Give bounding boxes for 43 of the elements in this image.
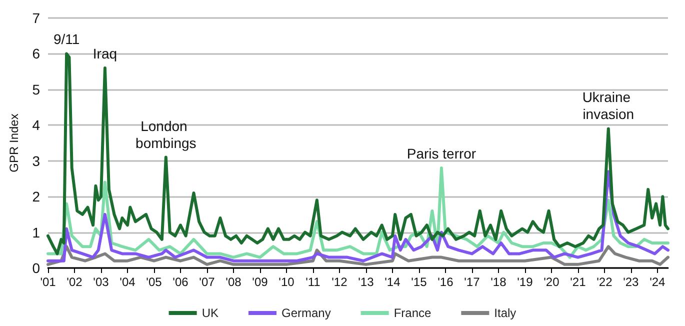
x-tick-label: '08: [226, 275, 242, 289]
x-tick-label: '21: [570, 275, 586, 289]
x-tick-label: '12: [332, 275, 348, 289]
annotation: Ukraine invasion: [582, 89, 634, 122]
x-tick-label: '15: [411, 275, 428, 289]
y-tick-label: 6: [32, 46, 40, 62]
y-tick-label: 4: [32, 117, 40, 134]
annotation: London bombings: [136, 118, 196, 151]
x-tick-label: '19: [517, 275, 534, 289]
x-tick-label: '04: [120, 275, 136, 289]
x-tick-label: '09: [252, 275, 268, 289]
x-tick-label: '02: [66, 275, 83, 289]
x-tick-label: '10: [278, 275, 295, 289]
x-tick-label: '22: [596, 275, 613, 289]
line-series: [46, 245, 670, 266]
x-tick-label: '24: [650, 275, 666, 289]
x-tick-label: '13: [358, 275, 374, 289]
x-tick-label: '14: [384, 275, 401, 289]
y-tick-label: 5: [32, 81, 40, 98]
x-tick-label: '23: [623, 275, 640, 289]
annotation: Iraq: [92, 46, 118, 62]
legend-label: France: [394, 306, 432, 320]
annotation: Paris terror: [406, 146, 476, 162]
x-tick-label: '03: [93, 275, 110, 289]
x-tick-label: '05: [146, 275, 162, 289]
y-tick-label: 2: [32, 188, 40, 205]
x-tick-label: '07: [199, 275, 216, 289]
x-tick-label: '11: [306, 275, 321, 289]
y-tick-label: 7: [32, 10, 40, 26]
x-tick-label: '18: [490, 275, 507, 289]
y-tick-label: 0: [32, 260, 40, 276]
y-tick-label: 3: [32, 152, 40, 169]
y-tick-label: 1: [32, 224, 40, 240]
x-tick-label: '16: [438, 275, 454, 289]
y-axis-title: GPR Index: [7, 114, 21, 172]
x-tick-label: '01: [40, 275, 56, 289]
x-tick-label: '06: [172, 275, 189, 289]
legend-label: UK: [202, 306, 218, 320]
x-tick-label: '17: [464, 275, 480, 289]
x-tick-label: '20: [544, 275, 560, 289]
legend-label: Italy: [494, 306, 516, 320]
annotation: 9/11: [53, 31, 80, 48]
legend-label: Germany: [281, 306, 331, 320]
